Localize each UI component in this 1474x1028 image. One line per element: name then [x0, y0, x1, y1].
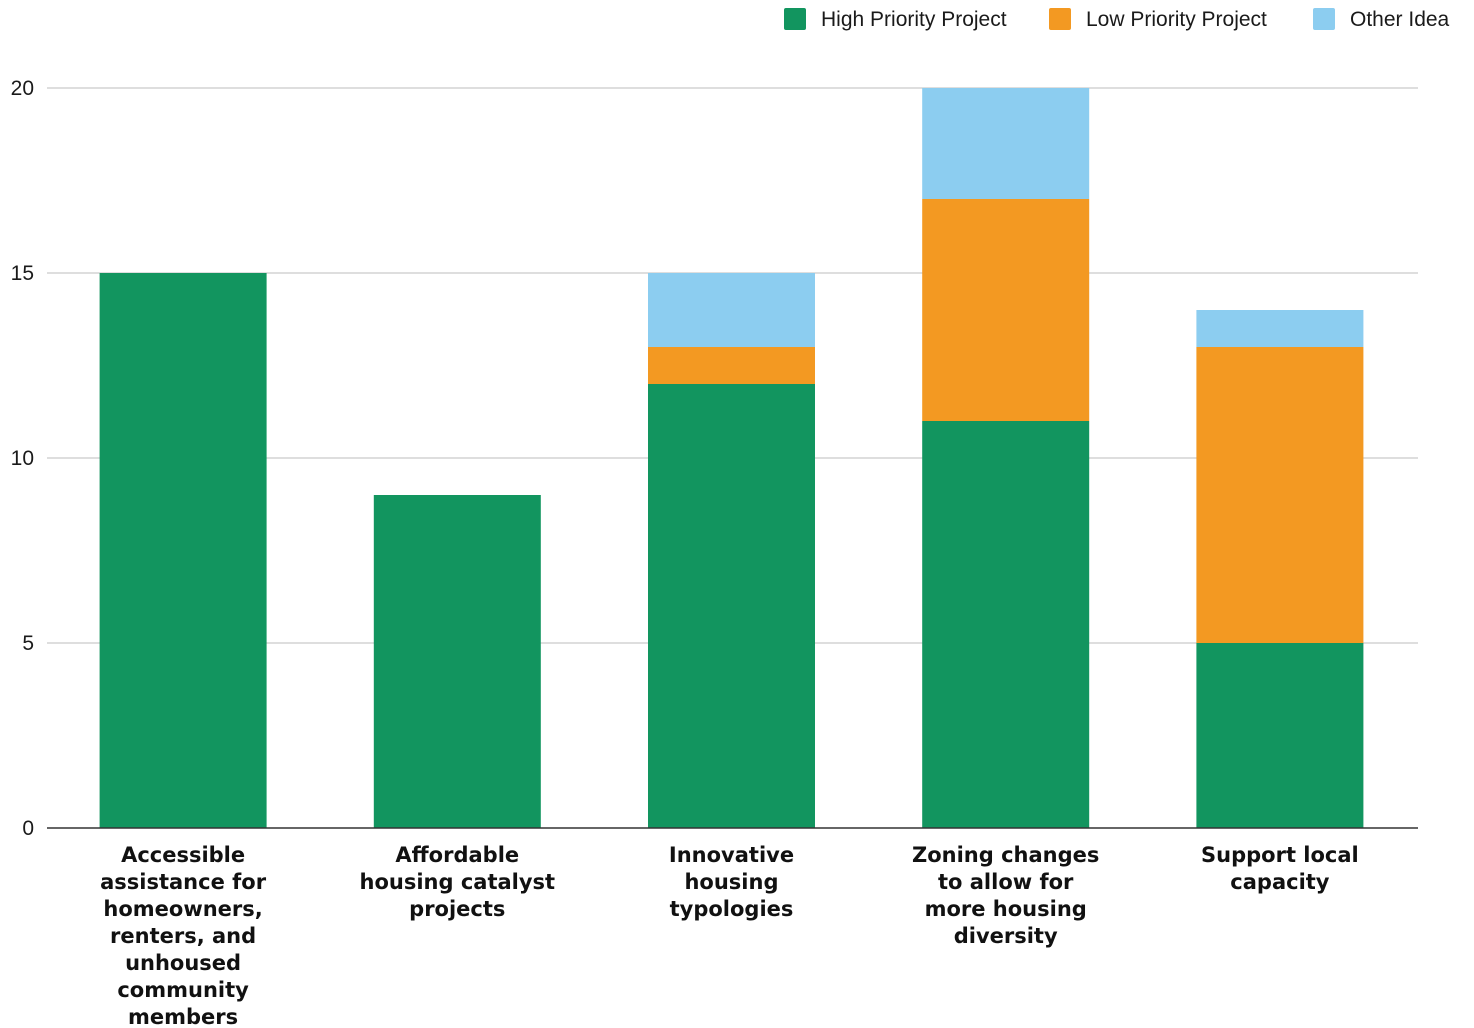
bar-segment	[373, 495, 541, 828]
bars	[99, 88, 1364, 828]
bar-segment	[648, 347, 815, 384]
x-tick-label: Accessible assistance for homeowners, rente…	[100, 843, 267, 1028]
x-tick-label: Zoning changes to allow for more housing di…	[912, 843, 1099, 948]
x-tick-label-line: Zoning changes	[912, 843, 1099, 867]
legend-label: High Priority Project	[821, 8, 1007, 31]
x-tick-label-line: Accessible	[121, 843, 245, 867]
y-tick-label: 15	[11, 262, 34, 285]
y-tick-label: 0	[22, 817, 34, 840]
x-tick-label-line: community	[117, 978, 249, 1002]
y-tick-label: 20	[11, 77, 34, 100]
legend-label: Low Priority Project	[1086, 8, 1267, 31]
legend-label: Other Idea	[1350, 8, 1450, 31]
bar-segment	[99, 273, 267, 828]
y-axis-ticks: 0 5 10 15 20	[11, 77, 34, 840]
bar-segment	[1196, 347, 1364, 643]
legend-swatch	[1049, 8, 1071, 30]
legend-swatch	[784, 8, 806, 30]
legend: High Priority Project Low Priority Projec…	[784, 8, 1450, 31]
bar-segment	[648, 384, 815, 828]
x-tick-label: Innovative housing typologies	[669, 843, 794, 921]
bar-segment	[1196, 643, 1364, 828]
x-tick-label: Affordable housing catalyst projects	[360, 843, 556, 921]
x-axis-labels: Accessible assistance for homeowners, rente…	[100, 843, 1359, 1028]
legend-swatch	[1313, 8, 1335, 30]
x-tick-label-line: assistance for	[100, 870, 267, 894]
x-tick-label-line: Support local	[1201, 843, 1359, 867]
x-tick-label-line: homeowners,	[103, 897, 262, 921]
x-tick-label-line: to allow for	[938, 870, 1074, 894]
x-tick-label-line: renters, and	[110, 924, 256, 948]
x-tick-label-line: unhoused	[125, 951, 241, 975]
x-tick-label-line: members	[128, 1005, 238, 1028]
y-tick-label: 10	[11, 447, 34, 470]
x-tick-label-line: housing	[684, 870, 778, 894]
bar-segment	[922, 88, 1090, 199]
x-tick-label-line: diversity	[954, 924, 1058, 948]
x-tick-label: Support local capacity	[1201, 843, 1359, 894]
y-tick-label: 5	[22, 632, 34, 655]
x-tick-label-line: Innovative	[669, 843, 794, 867]
x-tick-label-line: capacity	[1230, 870, 1330, 894]
bar-segment	[922, 421, 1090, 828]
bar-segment	[922, 199, 1090, 421]
x-tick-label-line: housing catalyst	[360, 870, 556, 894]
x-tick-label-line: Affordable	[395, 843, 519, 867]
bar-segment	[648, 273, 815, 347]
x-tick-label-line: more housing	[925, 897, 1087, 921]
x-tick-label-line: typologies	[670, 897, 794, 921]
x-tick-label-line: projects	[409, 897, 505, 921]
bar-segment	[1196, 310, 1364, 347]
